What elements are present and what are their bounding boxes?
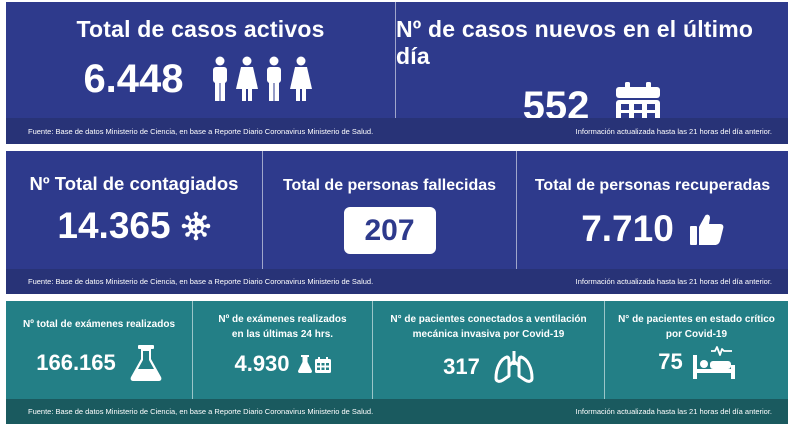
total-infected-title: Nº Total de contagiados (29, 173, 239, 194)
exams-panel: Nº total de exámenes realizados 166.165 … (6, 301, 788, 424)
exams-24h-card: Nº de exámenes realizados en las últimas… (193, 301, 372, 377)
row1-footer: Fuente: Base de datos Ministerio de Cien… (6, 118, 788, 144)
thumbs-up-icon (689, 213, 724, 245)
update-note: Información actualizada hasta las 21 hor… (575, 407, 772, 416)
ventilation-title: N° de pacientes conectados a ventilación… (390, 314, 587, 340)
exams-total-card: Nº total de exámenes realizados 166.165 (6, 301, 192, 381)
source-note: Fuente: Base de datos Ministerio de Cien… (28, 126, 374, 136)
recovered-title: Total de personas recuperadas (534, 177, 771, 194)
hospital-bed-icon (692, 345, 735, 379)
ventilation-card: N° de pacientes conectados a ventilación… (373, 301, 604, 383)
deceased-card: Total de personas fallecidas 207 (263, 151, 516, 254)
critical-card: N° de pacientes en estado crítico por Co… (605, 301, 788, 379)
row2-divider-1 (262, 151, 263, 269)
new-cases-title: Nº de casos nuevos en el último día (396, 16, 754, 69)
update-note: Información actualizada hasta las 21 hor… (575, 126, 772, 136)
people-icon (208, 55, 318, 103)
ventilation-value: 317 (443, 354, 480, 379)
active-cases-panel: Total de casos activos 6.448 (6, 2, 788, 144)
row3-divider-2 (372, 301, 373, 399)
exams-24h-value: 4.930 (234, 351, 290, 376)
active-cases-value: 6.448 (83, 56, 184, 101)
new-cases-card: Nº de casos nuevos en el último día 552 (396, 2, 788, 130)
deceased-value: 207 (343, 207, 436, 254)
critical-value: 75 (658, 349, 683, 374)
exams-total-value: 166.165 (36, 350, 116, 375)
recovered-value: 7.710 (581, 208, 674, 249)
virus-icon (181, 211, 211, 241)
deceased-title: Total de personas fallecidas (282, 177, 497, 194)
row3-divider-1 (192, 301, 193, 399)
recovered-card: Total de personas recuperadas 7.710 (517, 151, 788, 250)
source-note: Fuente: Base de datos Ministerio de Cien… (28, 407, 374, 416)
row2-divider-2 (516, 151, 517, 269)
source-note: Fuente: Base de datos Ministerio de Cien… (28, 277, 374, 286)
totals-panel: Nº Total de contagiados 14.365 (6, 151, 788, 294)
flask-calendar-icon (297, 355, 331, 373)
row3-footer: Fuente: Base de datos Ministerio de Cien… (6, 399, 788, 424)
lungs-icon (494, 351, 534, 383)
row2-footer: Fuente: Base de datos Ministerio de Cien… (6, 269, 788, 294)
active-cases-card: Total de casos activos 6.448 (6, 2, 395, 103)
update-note: Información actualizada hasta las 21 hor… (575, 277, 772, 286)
exams-total-title: Nº total de exámenes realizados (22, 319, 176, 330)
row3-divider-3 (604, 301, 605, 399)
flask-icon (130, 345, 162, 381)
critical-title: N° de pacientes en estado crítico por Co… (618, 314, 775, 340)
total-infected-value: 14.365 (57, 205, 171, 246)
exams-24h-title: Nº de exámenes realizados en las últimas… (218, 314, 347, 340)
row1-divider (395, 2, 396, 118)
active-cases-title: Total de casos activos (76, 16, 325, 42)
total-infected-card: Nº Total de contagiados 14.365 (6, 151, 262, 247)
